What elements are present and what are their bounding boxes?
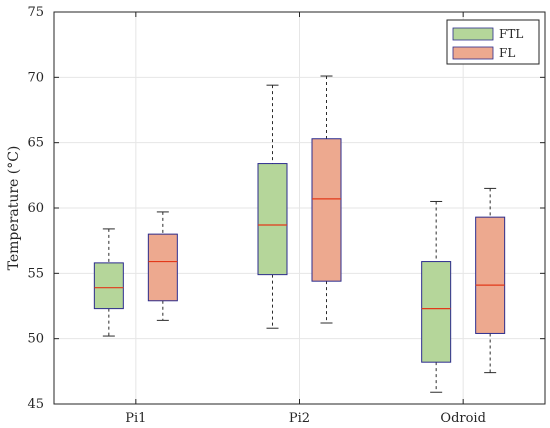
- y-tick-label: 65: [27, 136, 44, 151]
- box-series: [93, 75, 506, 393]
- grid-lines: [54, 12, 545, 404]
- y-tick-label: 45: [27, 397, 44, 412]
- box-fl-odroid: [475, 187, 506, 374]
- box-ftl-pi1: [93, 228, 124, 337]
- axis-ticks: 45 50 55 60 65 70 75 Pi1 Pi2 Odroid: [27, 5, 545, 426]
- y-tick-label: 50: [27, 332, 44, 347]
- box-fl-pi2: [311, 75, 342, 324]
- y-tick-label: 70: [27, 70, 44, 85]
- box-body: [147, 233, 178, 302]
- legend: FTL FL: [446, 19, 540, 65]
- box-fl-pi1: [147, 211, 178, 321]
- y-axis-title: Temperature (°C): [6, 146, 22, 271]
- y-tick-label: 60: [27, 201, 44, 216]
- x-tick-label: Pi2: [289, 411, 310, 426]
- box-body: [257, 163, 288, 276]
- box-body: [421, 261, 452, 363]
- box-body: [311, 138, 342, 282]
- legend-label-ftl: FTL: [499, 27, 523, 41]
- box-ftl-pi2: [257, 84, 288, 329]
- y-tick-label: 75: [27, 5, 44, 20]
- box-body: [475, 216, 506, 334]
- box-ftl-odroid: [421, 200, 452, 393]
- x-tick-label: Odroid: [440, 411, 486, 426]
- box-body: [93, 262, 124, 310]
- x-tick-label: Pi1: [125, 411, 146, 426]
- y-tick-label: 55: [27, 266, 44, 281]
- legend-swatch-ftl: [452, 27, 494, 41]
- legend-swatch-fl: [452, 46, 494, 60]
- legend-label-fl: FL: [499, 46, 515, 60]
